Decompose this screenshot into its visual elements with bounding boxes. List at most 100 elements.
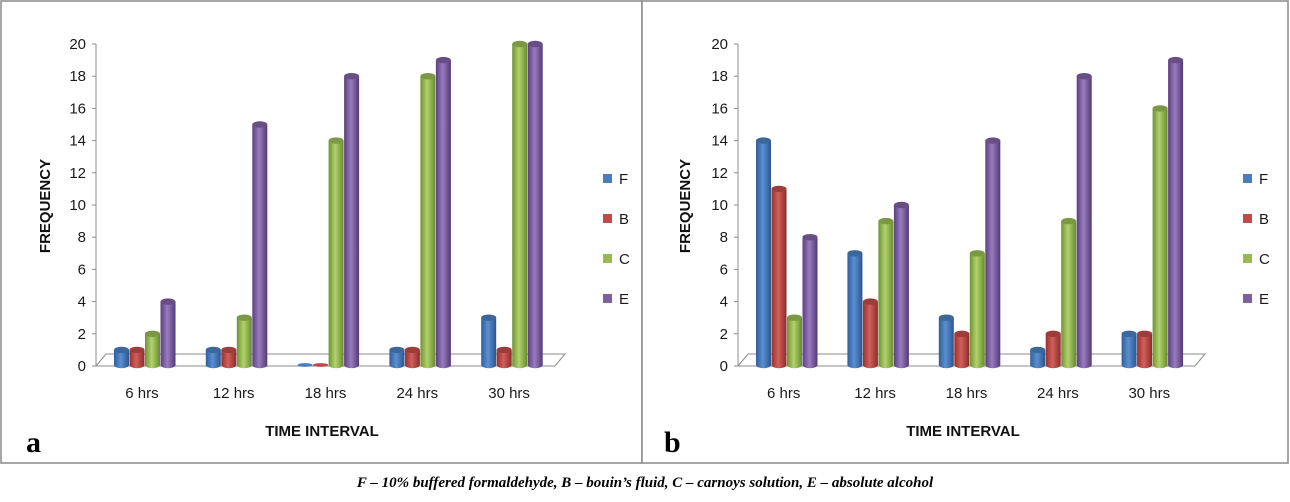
chart-1-bar-B-0-cap — [771, 185, 787, 193]
chart-0-y-tick-label: 16 — [69, 100, 86, 117]
chart-1-bar-C-1-body — [878, 221, 894, 369]
chart-0-y-tick-label: 14 — [69, 133, 86, 150]
chart-0-bar-E-2-body — [344, 76, 360, 369]
chart-0-bar-E-3-cap — [435, 56, 451, 64]
chart-0-bar-C-4-cap — [512, 40, 528, 48]
chart-1-x-tick-label: 30 hrs — [1128, 385, 1170, 402]
chart-0-bar-B-4-cap — [496, 346, 512, 354]
chart-0-bar-E-4-body — [527, 44, 543, 369]
chart-1-bar-E-3-cap — [1076, 73, 1092, 80]
chart-1-y-axis-title: FREQUENCY — [677, 159, 694, 253]
chart-1-legend-label-B: B — [1259, 211, 1269, 228]
chart-0-bar-C-2-body — [328, 140, 344, 369]
chart-0-bar-B-3-cap — [404, 346, 420, 354]
chart-1-y-tick-label: 0 — [720, 358, 728, 375]
panel-a-chart: 0 2 4 6 8 10 12 14 16 18 20 6 hrs 12 hrs 18 hrs 24 hrs… — [37, 36, 630, 440]
chart-1-bar-F-1-cap — [847, 250, 863, 257]
chart-0-bar-E-4-cap — [527, 40, 543, 48]
chart-1-bar-C-3-body — [1061, 221, 1077, 369]
chart-1-bar-E-1-cap — [893, 201, 909, 209]
chart-1-y-tick-label: 14 — [711, 133, 728, 150]
chart-1-bar-F-0-body — [756, 140, 771, 369]
chart-0-bar-C-4 — [512, 40, 528, 369]
chart-1-bar-C-4 — [1152, 105, 1168, 369]
chart-1-y-tick-label: 6 — [720, 261, 728, 278]
chart-1-bar-C-4-body — [1152, 108, 1168, 369]
chart-1-bar-C-2-body — [969, 253, 985, 369]
chart-1-bar-E-3-body — [1076, 76, 1092, 369]
figure-caption: F – 10% buffered formaldehyde, B – bouin… — [356, 475, 934, 491]
chart-1-bar-F-3-body — [1030, 349, 1046, 369]
chart-0-bar-B-0-cap — [129, 346, 145, 354]
chart-0-x-tick-label: 12 hrs — [213, 385, 255, 402]
chart-1-bar-F-3-cap — [1030, 346, 1046, 354]
chart-1-bar-C-0-cap — [787, 314, 802, 321]
chart-1-legend-label-F: F — [1259, 171, 1268, 188]
chart-0-bar-B-3 — [404, 346, 420, 369]
chart-0-bar-C-2-cap — [328, 137, 344, 144]
panel-b-chart: 0 2 4 6 8 10 12 14 16 18 20 6 hrs 12 hrs 18 hrs 24 hrs… — [677, 36, 1270, 440]
chart-0-bar-C-2 — [328, 137, 344, 369]
chart-0-bar-B-3-body — [404, 349, 420, 369]
chart-1-bar-E-0-body — [802, 237, 818, 369]
chart-0-y-tick-label: 4 — [78, 294, 86, 311]
chart-1-legend-swatch-C — [1243, 254, 1252, 263]
chart-0-legend-label-C: C — [619, 251, 630, 268]
chart-1-x-tick-label: 24 hrs — [1037, 385, 1079, 402]
chart-0-bar-F-3-body — [389, 349, 405, 369]
chart-0-bar-F-1-cap — [205, 346, 221, 354]
chart-1-bar-B-3-body — [1045, 333, 1061, 369]
chart-1-legend-swatch-E — [1243, 294, 1252, 303]
chart-0-bar-E-3 — [435, 56, 451, 369]
chart-0-bar-C-3-cap — [420, 73, 436, 80]
chart-0-bar-C-3 — [420, 73, 436, 369]
chart-1-legend-swatch-B — [1243, 214, 1252, 223]
chart-1-bar-F-4-cap — [1121, 330, 1137, 337]
chart-0-y-tick-label: 12 — [69, 165, 86, 182]
chart-1-bar-F-2-cap — [938, 314, 954, 321]
chart-1-y-tick-label: 16 — [711, 100, 728, 117]
chart-1-bar-B-3-cap — [1045, 330, 1061, 337]
chart-0-bar-F-1 — [205, 346, 221, 369]
chart-0-y-tick-label: 20 — [69, 36, 86, 53]
chart-0-legend-swatch-E — [603, 294, 612, 303]
chart-1-y-tick-label: 18 — [711, 68, 728, 85]
chart-1-bar-C-0-body — [787, 317, 802, 369]
chart-0-y-tick-label: 6 — [78, 261, 86, 278]
chart-0-bar-F-0-body — [114, 349, 129, 369]
chart-0-bar-C-4-body — [512, 44, 528, 369]
chart-0-bar-C-1 — [236, 314, 252, 369]
chart-0-bar-C-0 — [145, 330, 160, 369]
chart-1-x-tick-label: 6 hrs — [767, 385, 800, 402]
chart-1-bar-C-3-cap — [1061, 217, 1077, 225]
chart-1-bar-F-4 — [1121, 330, 1137, 369]
chart-0-bar-E-1-body — [252, 124, 268, 369]
chart-1-bar-B-0 — [771, 185, 787, 369]
chart-0-bar-B-1 — [221, 346, 237, 369]
chart-1-bar-F-3 — [1030, 346, 1046, 369]
chart-0-bar-B-2-base — [313, 363, 329, 367]
chart-1-bar-E-4-cap — [1168, 56, 1184, 64]
chart-0-bar-B-0 — [129, 346, 145, 369]
chart-1-bar-C-1 — [878, 217, 894, 369]
panel-a-label: a — [26, 426, 41, 459]
chart-1-bar-B-3 — [1045, 330, 1061, 369]
chart-1-legend-label-E: E — [1259, 291, 1269, 308]
chart-0-bar-B-0-body — [129, 349, 145, 369]
chart-0-y-tick-label: 18 — [69, 68, 86, 85]
chart-0-bar-E-1 — [252, 121, 268, 369]
chart-0-bar-B-1-cap — [221, 346, 237, 354]
chart-1-bar-C-3 — [1061, 217, 1077, 369]
chart-1-bar-F-0 — [756, 137, 771, 369]
chart-0-bar-E-1-cap — [252, 121, 268, 128]
chart-0-bar-F-0 — [114, 346, 129, 369]
chart-0-y-axis-title: FREQUENCY — [37, 159, 54, 253]
chart-0-legend-label-E: E — [619, 291, 629, 308]
chart-0-bar-E-0-cap — [160, 298, 176, 305]
chart-1-bar-C-1-cap — [878, 217, 894, 225]
chart-0-bar-E-0 — [160, 298, 176, 369]
chart-0-x-tick-label: 6 hrs — [125, 385, 158, 402]
chart-1-y-tick-label: 4 — [720, 294, 728, 311]
chart-0-x-axis-title: TIME INTERVAL — [265, 423, 379, 440]
chart-0-bar-B-4 — [496, 346, 512, 369]
